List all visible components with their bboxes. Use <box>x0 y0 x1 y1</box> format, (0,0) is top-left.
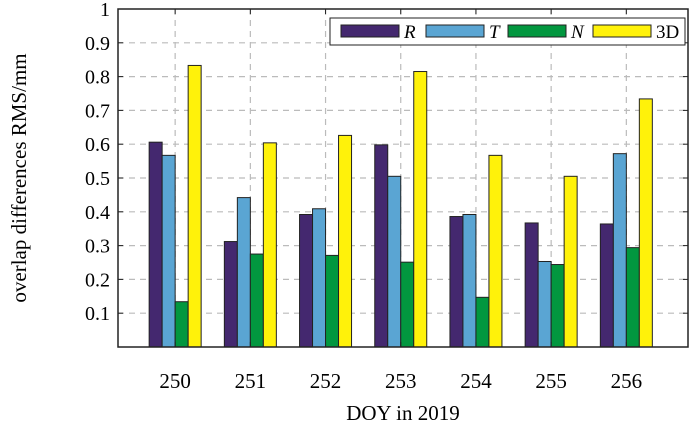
y-tick-label: 0.1 <box>85 303 110 325</box>
x-tick-label: 255 <box>535 369 567 393</box>
legend-label-t: T <box>489 22 501 43</box>
y-axis-label: overlap differences RMS/mm <box>7 53 31 302</box>
bar-t-251 <box>236 197 251 348</box>
x-tick-label: 254 <box>460 369 492 393</box>
bar-t-254 <box>462 214 477 348</box>
legend-swatch-3d <box>592 24 652 38</box>
legend-label-r: R <box>403 22 416 43</box>
bar-r-253 <box>374 144 389 348</box>
bar-3d-253 <box>413 71 428 348</box>
bar-r-250 <box>148 141 163 348</box>
bar-n-256 <box>625 247 640 348</box>
y-tick-label: 1 <box>100 0 110 21</box>
y-tick-label: 0.2 <box>85 269 110 291</box>
bar-t-255 <box>537 260 552 348</box>
bar-3d-252 <box>338 134 353 348</box>
bar-r-256 <box>599 223 614 348</box>
ticks: 0.1 0.2 0.3 0.4 0.5 0.6 0.7 0.8 0.9 1 250 251 252 253… <box>85 0 688 393</box>
legend-label-n: N <box>570 22 585 43</box>
y-tick-label: 0.3 <box>85 236 110 258</box>
bar-r-252 <box>299 214 314 348</box>
legend: R T N 3D <box>329 17 686 46</box>
bar-n-254 <box>475 296 490 348</box>
bar-n-251 <box>249 253 264 348</box>
x-tick-label: 252 <box>310 369 342 393</box>
y-tick-label: 0.8 <box>85 67 110 89</box>
bar-t-253 <box>387 175 402 348</box>
legend-label-3d: 3D <box>656 22 679 43</box>
bar-n-255 <box>550 264 565 348</box>
bar-3d-254 <box>488 154 503 348</box>
y-tick-label: 0.5 <box>85 168 110 190</box>
bar-r-251 <box>223 241 238 348</box>
bar-t-252 <box>312 208 327 348</box>
bar-t-256 <box>612 153 627 348</box>
bar-3d-250 <box>187 64 202 348</box>
legend-swatch-t <box>425 24 485 38</box>
y-tick-label: 0.9 <box>85 33 110 55</box>
legend-swatch-n <box>507 24 567 38</box>
y-tick-label: 0.4 <box>85 202 110 224</box>
bar-3d-256 <box>638 98 653 348</box>
bar-3d-251 <box>262 142 277 348</box>
bar-3d-255 <box>563 175 578 348</box>
bar-r-255 <box>524 222 539 348</box>
x-tick-label: 256 <box>611 369 643 393</box>
y-tick-label: 0.6 <box>85 134 110 156</box>
legend-swatch-r <box>340 24 400 38</box>
x-axis-label: DOY in 2019 <box>346 401 460 425</box>
x-tick-label: 253 <box>385 369 417 393</box>
bars <box>148 64 653 348</box>
bar-n-250 <box>174 301 189 348</box>
x-tick-label: 251 <box>235 369 267 393</box>
x-tick-label: 250 <box>159 369 191 393</box>
y-tick-label: 0.7 <box>85 100 110 122</box>
bar-t-250 <box>161 154 176 348</box>
bar-n-252 <box>325 254 340 348</box>
bar-n-253 <box>400 261 415 348</box>
bar-r-254 <box>449 216 464 348</box>
